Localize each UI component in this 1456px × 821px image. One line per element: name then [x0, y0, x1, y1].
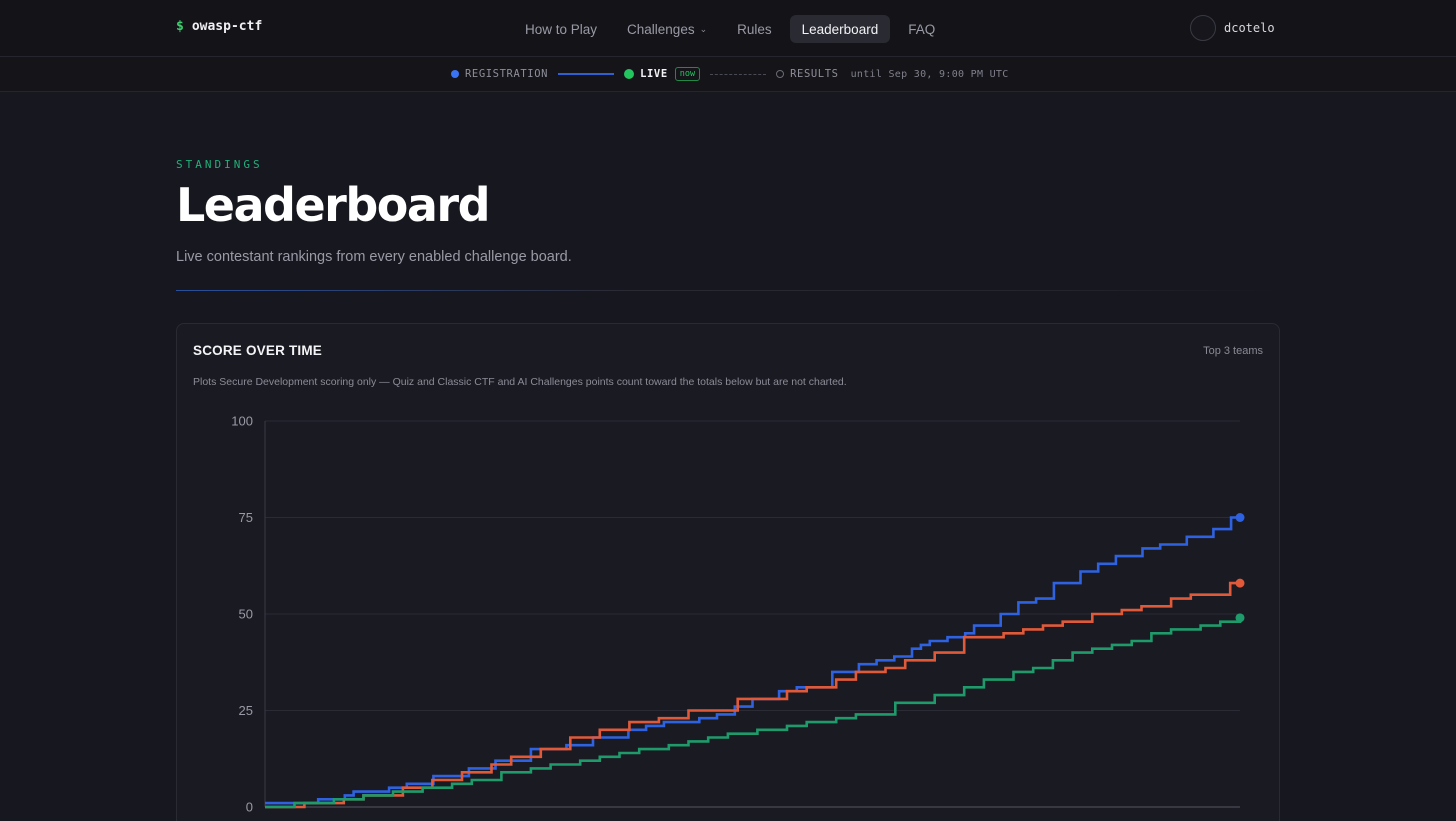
brand-name: owasp-ctf	[191, 19, 263, 34]
series-end-point-1	[1235, 513, 1245, 522]
page-title: Leaderboard	[176, 178, 491, 232]
registration-dot-icon	[451, 70, 459, 78]
live-dot-icon	[624, 69, 635, 79]
nav-item-faq[interactable]: FAQ	[896, 15, 947, 43]
nav-item-challenges[interactable]: Challenges ⌄	[615, 15, 719, 43]
nav-item-label: How to Play	[525, 21, 598, 37]
top-navbar: $ owasp-ctf How to Play Challenges ⌄ Rul…	[0, 0, 1456, 57]
y-tick-label: 25	[239, 703, 253, 718]
page-subtitle: Live contestant rankings from every enab…	[176, 249, 572, 265]
series-line-3	[265, 617, 1242, 809]
now-badge: now	[674, 67, 701, 81]
divider	[176, 290, 1280, 291]
series-end-point-3	[1235, 613, 1245, 623]
results-dot-icon	[776, 70, 785, 78]
nav-item-label: Leaderboard	[801, 21, 879, 37]
phase-steps: REGISTRATION LIVE now RESULTS until Sep …	[451, 66, 1009, 82]
score-over-time-card: SCORE OVER TIME Top 3 teams Plots Secure…	[176, 323, 1280, 821]
phase-results: RESULTS	[790, 68, 839, 80]
section-eyebrow: STANDINGS	[176, 158, 263, 171]
avatar[interactable]	[1190, 15, 1216, 41]
y-tick-label: 100	[231, 414, 253, 429]
y-tick-label: 0	[246, 800, 253, 815]
series-line-2	[265, 581, 1240, 809]
phase-registration: REGISTRATION	[465, 68, 549, 80]
card-note: Plots Secure Development scoring only — …	[193, 376, 847, 388]
user-menu[interactable]: dcotelo	[1190, 15, 1275, 41]
y-tick-label: 50	[239, 607, 253, 622]
nav-item-how-to-play[interactable]: How to Play	[513, 15, 609, 43]
phase-connector	[710, 73, 767, 75]
series-end-point-2	[1235, 578, 1245, 588]
nav-item-leaderboard[interactable]: Leaderboard	[789, 15, 891, 43]
chevron-down-icon: ⌄	[699, 23, 708, 34]
phase-timeline: REGISTRATION LIVE now RESULTS until Sep …	[0, 57, 1456, 92]
score-chart: 0 25 50 75 100	[231, 414, 1245, 815]
phase-connector	[558, 73, 615, 75]
username: dcotelo	[1224, 21, 1275, 35]
main-nav: How to Play Challenges ⌄ Rules Leaderboa…	[513, 15, 947, 43]
series-line-1	[265, 516, 1240, 805]
brand-logo[interactable]: $ owasp-ctf	[176, 19, 262, 34]
nav-item-label: FAQ	[908, 21, 936, 37]
nav-item-label: Challenges	[627, 21, 695, 37]
card-title: SCORE OVER TIME	[193, 343, 323, 358]
brand-prompt: $	[176, 19, 184, 34]
y-tick-label: 75	[239, 510, 253, 525]
phase-live: LIVE	[640, 68, 668, 80]
nav-item-rules[interactable]: Rules	[725, 15, 784, 43]
card-meta: Top 3 teams	[1203, 345, 1263, 357]
phase-deadline: until Sep 30, 9:00 PM UTC	[850, 68, 1009, 80]
nav-item-label: Rules	[737, 21, 772, 37]
